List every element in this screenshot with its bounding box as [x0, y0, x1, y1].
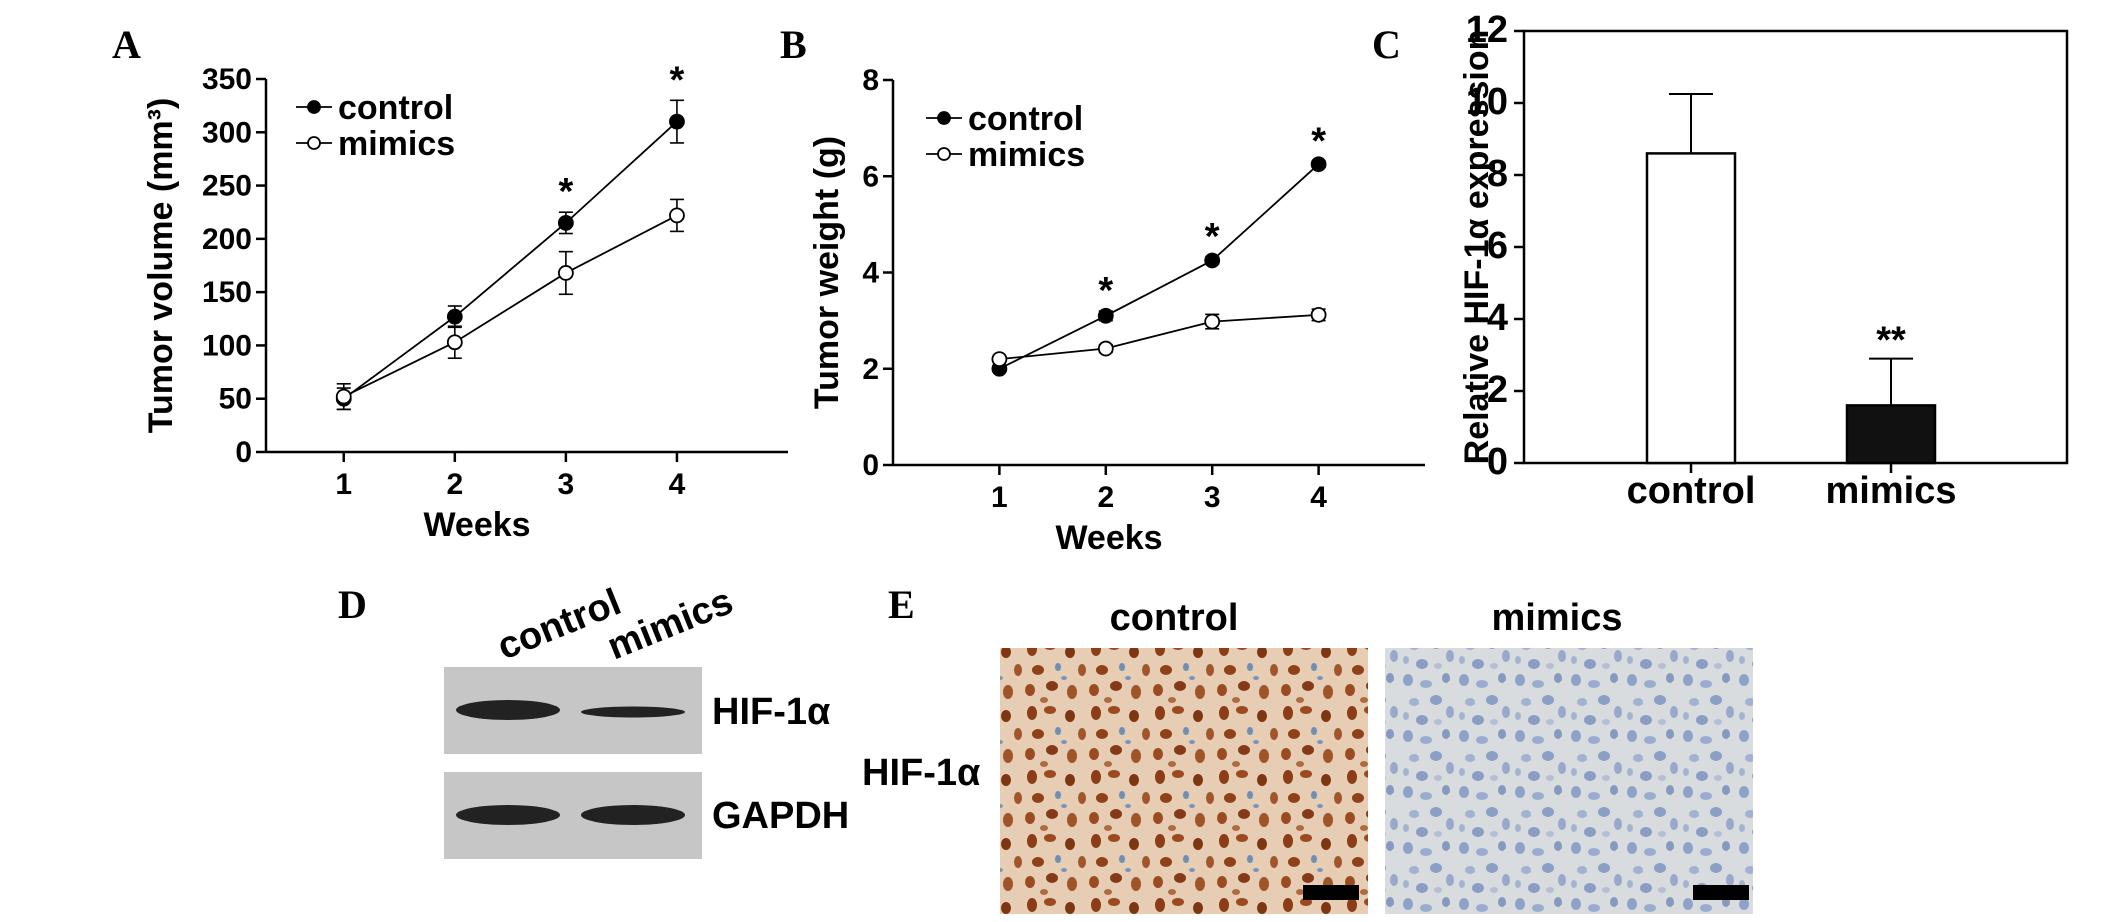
line-chart-tumor-weight: 0 2 4 6 8 1 2 3 4 Weeks Tumor weight (g) * * * control…	[808, 64, 1425, 557]
legend-marker	[307, 100, 321, 114]
x-tick-label: mimics	[1826, 470, 1957, 512]
panel-label-d: D	[338, 582, 367, 627]
y-tick-label: 200	[202, 223, 252, 256]
x-tick-label: 3	[1204, 481, 1221, 514]
legend-label: mimics	[338, 125, 455, 163]
western-blot: control mimics HIF-1α GAPDH	[444, 580, 849, 859]
series-control-line	[343, 120, 678, 400]
x-tick-label: 1	[991, 481, 1008, 514]
x-tick-label: 1	[335, 468, 352, 501]
y-tick-label: 150	[202, 276, 252, 309]
significance-marker: *	[1098, 270, 1113, 312]
series-mimics-line	[343, 214, 678, 398]
y-tick-label: 0	[1487, 441, 1508, 483]
legend-marker	[937, 147, 951, 161]
y-tick-label: 8	[1487, 153, 1508, 195]
blot-band-gapdh-control	[456, 805, 560, 825]
y-tick-label: 6	[862, 160, 879, 193]
series-mimics-point	[1097, 340, 1114, 357]
lane-label-mimics: mimics	[602, 580, 739, 668]
legend-marker	[937, 111, 951, 125]
series-control-point	[446, 308, 463, 325]
series-mimics-point	[991, 351, 1008, 368]
x-tick-label: 4	[1310, 481, 1327, 514]
scale-bar-mimics	[1693, 885, 1749, 900]
y-tick-label: 250	[202, 170, 252, 203]
y-tick-label: 2	[1487, 369, 1508, 411]
significance-marker: *	[670, 59, 685, 101]
series-mimics-point	[1310, 306, 1327, 323]
series-control-point	[1097, 307, 1114, 324]
series-mimics-line	[999, 313, 1319, 361]
bar-control	[1645, 152, 1737, 465]
y-tick-label: 50	[219, 383, 252, 416]
significance-marker: **	[1876, 320, 1906, 362]
ihc-row-label-hif1a: HIF-1α	[862, 752, 980, 794]
y-axis-title: Tumor weight (g)	[808, 136, 846, 409]
y-tick-label: 10	[1466, 81, 1508, 123]
series-control-point	[1204, 252, 1221, 269]
x-tick-label: 3	[558, 468, 575, 501]
y-tick-label: 0	[235, 436, 252, 469]
ihc-column-label-mimics: mimics	[1492, 597, 1623, 639]
lane-label-control: control	[492, 581, 627, 668]
legend-marker	[307, 136, 321, 150]
panel-label-c: C	[1372, 22, 1401, 67]
y-tick-label: 350	[202, 63, 252, 96]
y-tick-label: 6	[1487, 225, 1508, 267]
series-mimics-point	[557, 265, 574, 281]
y-tick-label: 100	[202, 329, 252, 362]
x-tick-label: 2	[446, 468, 463, 501]
y-axis-title: Tumor volume (mm³)	[142, 98, 180, 434]
series-control-point	[1310, 156, 1327, 173]
y-tick-label: 8	[862, 64, 879, 97]
panel-label-b: B	[780, 22, 807, 67]
x-tick-label: 2	[1097, 481, 1114, 514]
scale-bar-control	[1303, 885, 1359, 900]
line-chart-tumor-volume: 0 50 100 150 200 250 300 350 1 2 3 4 Weeks Tumor volu…	[142, 59, 788, 544]
series-mimics-point	[335, 388, 352, 405]
series-control-point	[669, 113, 685, 130]
series-control-line	[998, 163, 1320, 370]
significance-marker: *	[558, 171, 573, 213]
ihc-images: control mimics HIF-1α	[862, 597, 1753, 914]
panel-label-e: E	[888, 582, 915, 627]
bar-mimics	[1845, 404, 1937, 465]
series-mimics-point	[1204, 313, 1221, 330]
series-mimics-point	[446, 334, 463, 351]
y-tick-label: 4	[862, 257, 879, 290]
legend-label: control	[968, 100, 1083, 138]
x-tick-label: 4	[669, 468, 686, 501]
significance-marker: *	[1311, 120, 1326, 162]
ihc-column-label-control: control	[1110, 597, 1239, 639]
x-axis-title: Weeks	[1055, 519, 1162, 557]
legend-label: mimics	[968, 136, 1085, 174]
legend-label: control	[338, 89, 453, 127]
blot-row-label-hif1a: HIF-1α	[712, 691, 830, 733]
y-tick-label: 4	[1487, 297, 1508, 339]
y-tick-label: 300	[202, 116, 252, 149]
y-axis-title: Relative HIF-1α expression	[1458, 30, 1496, 465]
ihc-image-control	[1000, 648, 1368, 914]
y-tick-label: 2	[862, 353, 879, 386]
series-control-point	[557, 214, 574, 231]
series-mimics-point	[669, 207, 685, 224]
x-tick-label: control	[1627, 470, 1756, 512]
panel-label-a: A	[112, 22, 141, 67]
y-tick-label: 0	[862, 449, 879, 482]
x-axis-title: Weeks	[423, 506, 530, 544]
blot-row-label-gapdh: GAPDH	[712, 795, 849, 837]
ihc-image-mimics	[1385, 648, 1753, 914]
significance-marker: *	[1205, 216, 1220, 258]
y-tick-label: 12	[1466, 9, 1508, 51]
blot-band-hif1a-control	[456, 700, 560, 720]
blot-band-gapdh-mimics	[581, 805, 685, 825]
blot-band-hif1a-mimics	[581, 706, 685, 718]
plot-frame	[1522, 29, 2069, 465]
